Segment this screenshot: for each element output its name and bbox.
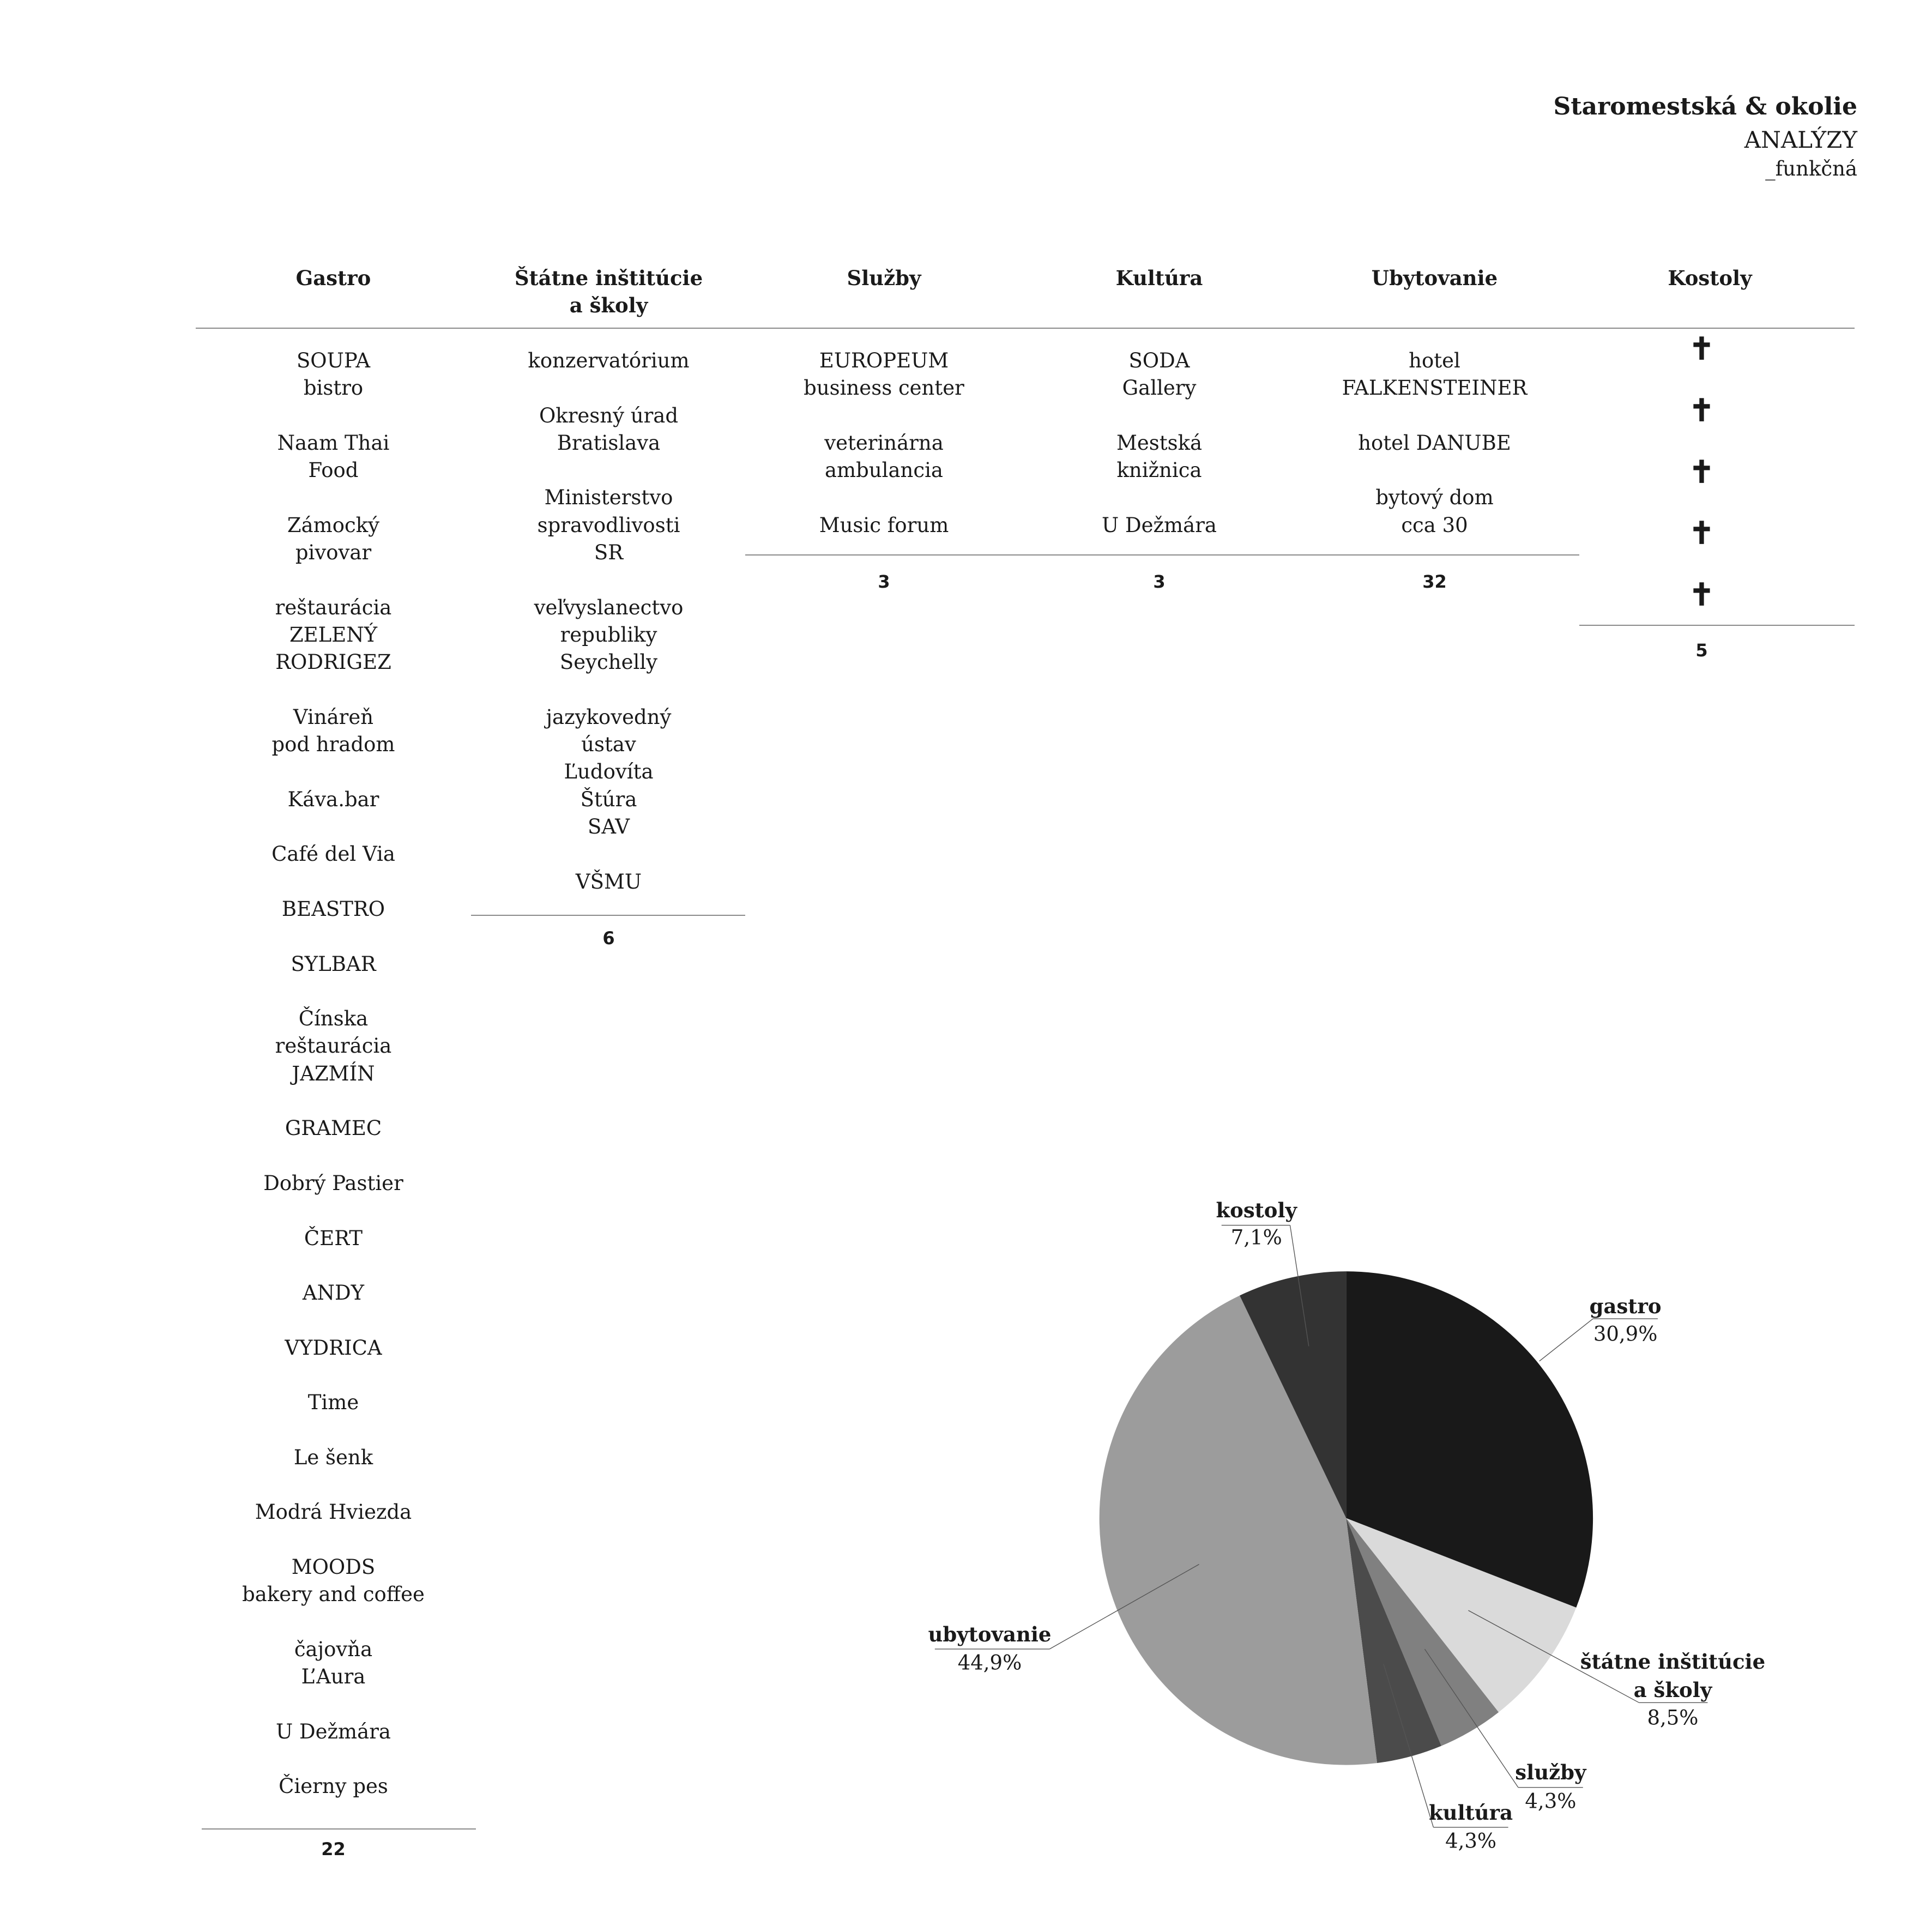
list-item: bytový dom cca 30 [1375, 486, 1494, 537]
column-items: EUROPEUM business center veterinárna ambu… [746, 347, 1022, 566]
column-header: Kostoly [1668, 266, 1752, 290]
list-item: GRAMEC [285, 1116, 382, 1140]
slice-label: kultúra [1429, 1800, 1513, 1825]
list-item: veterinárna ambulancia [824, 431, 944, 482]
list-item: jazykovedný ústav Ľudovíta Štúra SAV [546, 705, 672, 839]
cross-icon: ✝ [1689, 454, 1714, 490]
list-item: Okresný úrad Bratislava [539, 403, 679, 455]
slice-label: gastro [1589, 1294, 1662, 1319]
slice-value: 44,9% [957, 1651, 1022, 1675]
list-item: Zámocký pivovar [287, 513, 380, 565]
leader-line [1468, 1610, 1640, 1703]
list-item: ČERT [304, 1226, 363, 1250]
list-item: hotel DANUBE [1358, 431, 1511, 455]
list-item: VŠMU [575, 870, 642, 893]
column-divider [471, 915, 746, 916]
slice-label: kostoly [1216, 1198, 1297, 1223]
list-item: SOUPA bistro [296, 349, 371, 400]
list-item: Ministerstvo spravodlivosti SR [537, 486, 680, 565]
list-item: čajovňa L’Aura [294, 1637, 373, 1689]
slice-value: 4,3% [1445, 1829, 1497, 1853]
column-items: SODA Gallery Mestská knižnica U Dežmára [1022, 347, 1297, 566]
leader-line [1383, 1664, 1434, 1828]
list-item: SODA Gallery [1122, 349, 1197, 400]
list-item: Mestská knižnica [1116, 431, 1203, 482]
column-header: Kultúra [1115, 266, 1203, 290]
slice-value: 30,9% [1593, 1322, 1658, 1346]
column-divider [1579, 624, 1855, 626]
column-header: Ubytovanie [1371, 266, 1498, 290]
pie-slice-gastro [1346, 1271, 1593, 1608]
list-item: EUROPEUM business center [804, 349, 964, 400]
pie-slice-kostoly [1240, 1271, 1347, 1518]
pie-slice-štátne [1346, 1518, 1577, 1712]
column-count: 6 [602, 928, 615, 949]
column-count: 3 [878, 571, 890, 593]
column-header: Štátne inštitúcie a školy [514, 266, 703, 317]
list-item: BEASTRO [281, 897, 385, 921]
slice-label: ubytovanie [928, 1622, 1052, 1646]
list-item: Modrá Hviezda [255, 1500, 412, 1524]
list-item: VYDRICA [285, 1336, 382, 1360]
list-item: Music forum [819, 513, 949, 537]
list-item: ANDY [302, 1281, 365, 1305]
cross-icon: ✝ [1689, 331, 1714, 367]
cross-icon: ✝ [1689, 515, 1714, 552]
list-item: Time [307, 1391, 359, 1415]
column-items: SOUPA bistro Naam Thai Food Zámocký pivova… [196, 347, 471, 1828]
header-divider [196, 328, 1855, 329]
slice-value: 4,3% [1525, 1789, 1577, 1813]
slice-label: služby [1515, 1760, 1586, 1785]
column-divider [202, 1828, 476, 1830]
pie-slice-služby [1346, 1518, 1499, 1746]
list-item: Čierny pes [279, 1774, 388, 1798]
cross-icon: ✝ [1689, 577, 1714, 613]
leader-line [1289, 1225, 1309, 1347]
list-item: Káva.bar [287, 787, 379, 811]
list-item: U Dežmára [276, 1719, 391, 1743]
list-item: Naam Thai Food [277, 431, 390, 482]
list-item: hotel FALKENSTEINER [1342, 349, 1528, 400]
list-item: U Dežmára [1102, 513, 1217, 537]
column-count: 32 [1422, 571, 1447, 593]
slice-value: 8,5% [1647, 1706, 1699, 1730]
pie-slice-kultúra [1346, 1518, 1441, 1764]
slice-label-line2: a školy [1633, 1678, 1712, 1702]
column-count: 22 [321, 1839, 346, 1860]
column-header: Služby [847, 266, 921, 290]
column-items: konzervatórium Okresný úrad Bratislava Min… [471, 347, 746, 923]
slice-value: 7,1% [1230, 1225, 1282, 1249]
slice-label: štátne inštitúcie [1580, 1649, 1766, 1674]
list-item: reštaurácia ZELENÝ RODRIGEZ [275, 595, 392, 674]
list-item: Dobrý Pastier [263, 1171, 403, 1195]
column-count: 5 [1695, 639, 1708, 661]
pie-slice-ubytovanie [1099, 1295, 1378, 1765]
column-header: Gastro [295, 266, 371, 290]
list-item: Le šenk [293, 1445, 373, 1469]
services-culture-lodging-divider [745, 554, 1579, 556]
leader-line [1424, 1649, 1519, 1788]
page-subtitle: ANALÝZY [1744, 126, 1857, 153]
leader-line [1049, 1563, 1199, 1650]
list-item: veľvyslanectvo republiky Seychelly [534, 595, 684, 674]
leader-line [1539, 1318, 1593, 1362]
list-item: Čínska reštaurácia JAZMÍN [275, 1007, 392, 1085]
list-item: konzervatórium [528, 349, 690, 372]
section-label: _funkčná [1765, 157, 1857, 180]
list-item: MOODS bakery and coffee [242, 1555, 425, 1607]
cross-icon: ✝ [1689, 392, 1714, 428]
column-items: hotel FALKENSTEINER hotel DANUBE bytový do… [1297, 347, 1572, 566]
list-item: Vináreň pod hradom [271, 705, 395, 757]
list-item: Café del Via [271, 842, 395, 866]
column-count: 3 [1153, 571, 1166, 593]
page-title: Staromestská & okolie [1553, 93, 1857, 120]
list-item: SYLBAR [291, 952, 376, 976]
